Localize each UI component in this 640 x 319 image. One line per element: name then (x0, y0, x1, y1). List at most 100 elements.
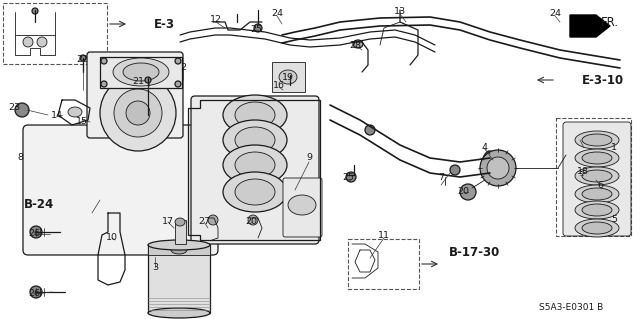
Ellipse shape (223, 172, 287, 212)
Ellipse shape (15, 103, 29, 117)
Text: 10: 10 (106, 234, 118, 242)
Ellipse shape (582, 170, 612, 182)
Ellipse shape (235, 102, 275, 128)
Ellipse shape (208, 215, 218, 225)
Ellipse shape (575, 131, 619, 149)
Text: E-3-10: E-3-10 (582, 73, 624, 86)
Ellipse shape (279, 70, 297, 84)
Ellipse shape (575, 185, 619, 203)
Text: 18: 18 (577, 167, 589, 176)
Ellipse shape (248, 215, 258, 225)
Ellipse shape (450, 165, 460, 175)
Text: 1: 1 (611, 144, 617, 152)
Text: 4: 4 (481, 144, 487, 152)
Text: 26: 26 (28, 290, 40, 299)
FancyBboxPatch shape (87, 52, 183, 138)
Ellipse shape (101, 58, 107, 64)
Text: 25: 25 (250, 26, 262, 34)
Ellipse shape (68, 107, 82, 117)
Text: B-17-30: B-17-30 (449, 246, 500, 258)
Ellipse shape (171, 246, 187, 254)
Ellipse shape (145, 77, 151, 83)
Text: 3: 3 (152, 263, 158, 271)
Ellipse shape (346, 172, 356, 182)
Ellipse shape (482, 151, 498, 179)
Text: 11: 11 (378, 232, 390, 241)
Text: 17: 17 (162, 218, 174, 226)
Ellipse shape (288, 195, 316, 215)
Ellipse shape (123, 63, 159, 81)
Bar (100, 57, 182, 88)
Text: B-24: B-24 (24, 198, 54, 211)
Text: 16: 16 (273, 80, 285, 90)
Bar (148, 245, 210, 255)
FancyBboxPatch shape (563, 122, 631, 236)
Ellipse shape (487, 157, 509, 179)
Ellipse shape (353, 40, 363, 48)
Text: 7: 7 (438, 174, 444, 182)
Ellipse shape (223, 145, 287, 185)
Ellipse shape (32, 8, 38, 14)
Ellipse shape (114, 89, 162, 137)
Ellipse shape (37, 37, 47, 47)
Ellipse shape (285, 72, 295, 82)
Text: 26: 26 (28, 229, 40, 239)
Bar (3, 3, 107, 64)
Ellipse shape (126, 101, 150, 125)
Ellipse shape (254, 24, 262, 32)
Ellipse shape (582, 222, 612, 234)
Text: 8: 8 (17, 153, 23, 162)
Text: 15: 15 (76, 117, 88, 127)
Ellipse shape (235, 152, 275, 178)
FancyBboxPatch shape (23, 125, 218, 255)
Text: 20: 20 (245, 218, 257, 226)
Text: 20: 20 (457, 188, 469, 197)
Text: 23: 23 (8, 103, 20, 113)
Ellipse shape (575, 149, 619, 167)
Ellipse shape (582, 134, 612, 146)
Ellipse shape (223, 120, 287, 160)
Text: 24: 24 (549, 10, 561, 19)
Ellipse shape (223, 95, 287, 135)
Ellipse shape (235, 179, 275, 205)
Ellipse shape (175, 81, 181, 87)
Text: 5: 5 (611, 216, 617, 225)
FancyBboxPatch shape (191, 96, 319, 244)
Ellipse shape (148, 240, 210, 250)
Bar (148, 245, 210, 313)
Ellipse shape (582, 152, 612, 164)
Text: 6: 6 (597, 181, 603, 189)
Text: FR.: FR. (601, 16, 619, 28)
Bar (175, 220, 186, 244)
Text: 13: 13 (394, 8, 406, 17)
Text: 21: 21 (132, 78, 144, 86)
Ellipse shape (480, 150, 516, 186)
Text: 12: 12 (210, 16, 222, 25)
Bar (272, 62, 305, 92)
Ellipse shape (175, 218, 185, 226)
Bar (556, 118, 631, 236)
Ellipse shape (575, 201, 619, 219)
Text: 27: 27 (198, 218, 210, 226)
FancyArrow shape (570, 15, 610, 37)
Ellipse shape (101, 81, 107, 87)
Ellipse shape (23, 37, 33, 47)
Ellipse shape (30, 286, 42, 298)
Text: 22: 22 (76, 56, 88, 64)
Ellipse shape (235, 127, 275, 153)
Text: 2: 2 (180, 63, 186, 71)
Ellipse shape (80, 55, 86, 61)
Ellipse shape (100, 75, 176, 151)
Ellipse shape (365, 125, 375, 135)
Text: E-3: E-3 (154, 18, 175, 31)
Ellipse shape (175, 58, 181, 64)
Ellipse shape (113, 58, 169, 86)
Ellipse shape (30, 226, 42, 238)
Ellipse shape (148, 308, 210, 318)
Text: 25: 25 (342, 174, 354, 182)
FancyBboxPatch shape (283, 178, 322, 237)
Text: 28: 28 (349, 41, 361, 49)
Text: 19: 19 (282, 73, 294, 83)
Text: 14: 14 (51, 110, 63, 120)
Ellipse shape (460, 184, 476, 200)
